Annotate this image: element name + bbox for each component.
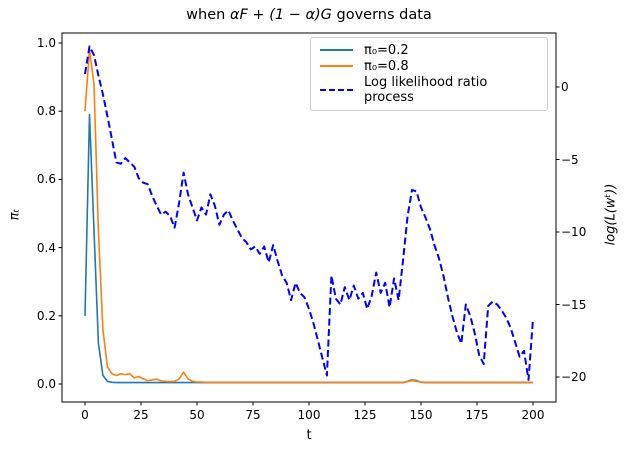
x-tick-label: 75	[245, 408, 261, 422]
series-line-1	[84, 48, 533, 384]
chart-title: when αF + (1 − α)G governs data	[62, 7, 556, 23]
x-tick-label: 150	[409, 408, 433, 422]
x-tick-label: 0	[81, 408, 89, 422]
legend-line-sample-dashed-blue	[320, 89, 353, 92]
y-axis-label-right: log(L(wᵗ))	[603, 183, 619, 246]
y-left-tick-label: 0.8	[36, 104, 56, 119]
x-tick-label: 100	[297, 408, 321, 422]
y-axis-label-left: πₜ	[7, 208, 23, 221]
y-left-tick-label: 1.0	[36, 36, 56, 50]
y-right-tick-label: −5	[561, 152, 579, 167]
x-tick-label: 25	[133, 408, 149, 422]
legend-line-sample-solid-orange	[320, 65, 353, 68]
x-tick-label: 50	[189, 408, 205, 422]
title-math: αF + (1 − α)G	[229, 7, 332, 23]
legend-line-sample-solid-blue	[320, 49, 353, 52]
y-right-tick-label: −10	[561, 225, 587, 239]
x-tick-label: 200	[521, 408, 545, 422]
y-right-tick-label: 0	[561, 80, 569, 94]
tick-marks	[58, 42, 560, 406]
legend-label: π₀=0.8	[364, 58, 409, 74]
series-line-0	[84, 113, 533, 384]
legend-item-pi0-02: π₀=0.2	[320, 43, 538, 58]
title-prefix: when	[186, 7, 230, 23]
y-right-tick-label: −20	[561, 370, 587, 384]
plot-lines	[84, 45, 534, 384]
y-right-tick-label: −15	[561, 297, 587, 312]
y-left-tick-label: 0.0	[36, 377, 56, 391]
legend-item-llr: Log likelihood ratio process	[320, 75, 538, 105]
series-line-2	[84, 45, 534, 381]
legend-item-pi0-08: π₀=0.8	[320, 59, 538, 74]
x-tick-label: 175	[465, 408, 489, 422]
legend: π₀=0.2 π₀=0.8 Log likelihood ratio proce…	[310, 37, 548, 111]
x-axis-label: t	[306, 428, 312, 443]
legend-label: π₀=0.2	[364, 42, 409, 58]
x-tick-label: 125	[353, 408, 377, 422]
title-suffix: governs data	[331, 7, 432, 23]
legend-label: Log likelihood ratio process	[364, 75, 488, 106]
y-left-tick-label: 0.6	[36, 172, 56, 187]
y-left-tick-label: 0.4	[36, 240, 56, 255]
y-left-tick-label: 0.2	[36, 308, 56, 323]
